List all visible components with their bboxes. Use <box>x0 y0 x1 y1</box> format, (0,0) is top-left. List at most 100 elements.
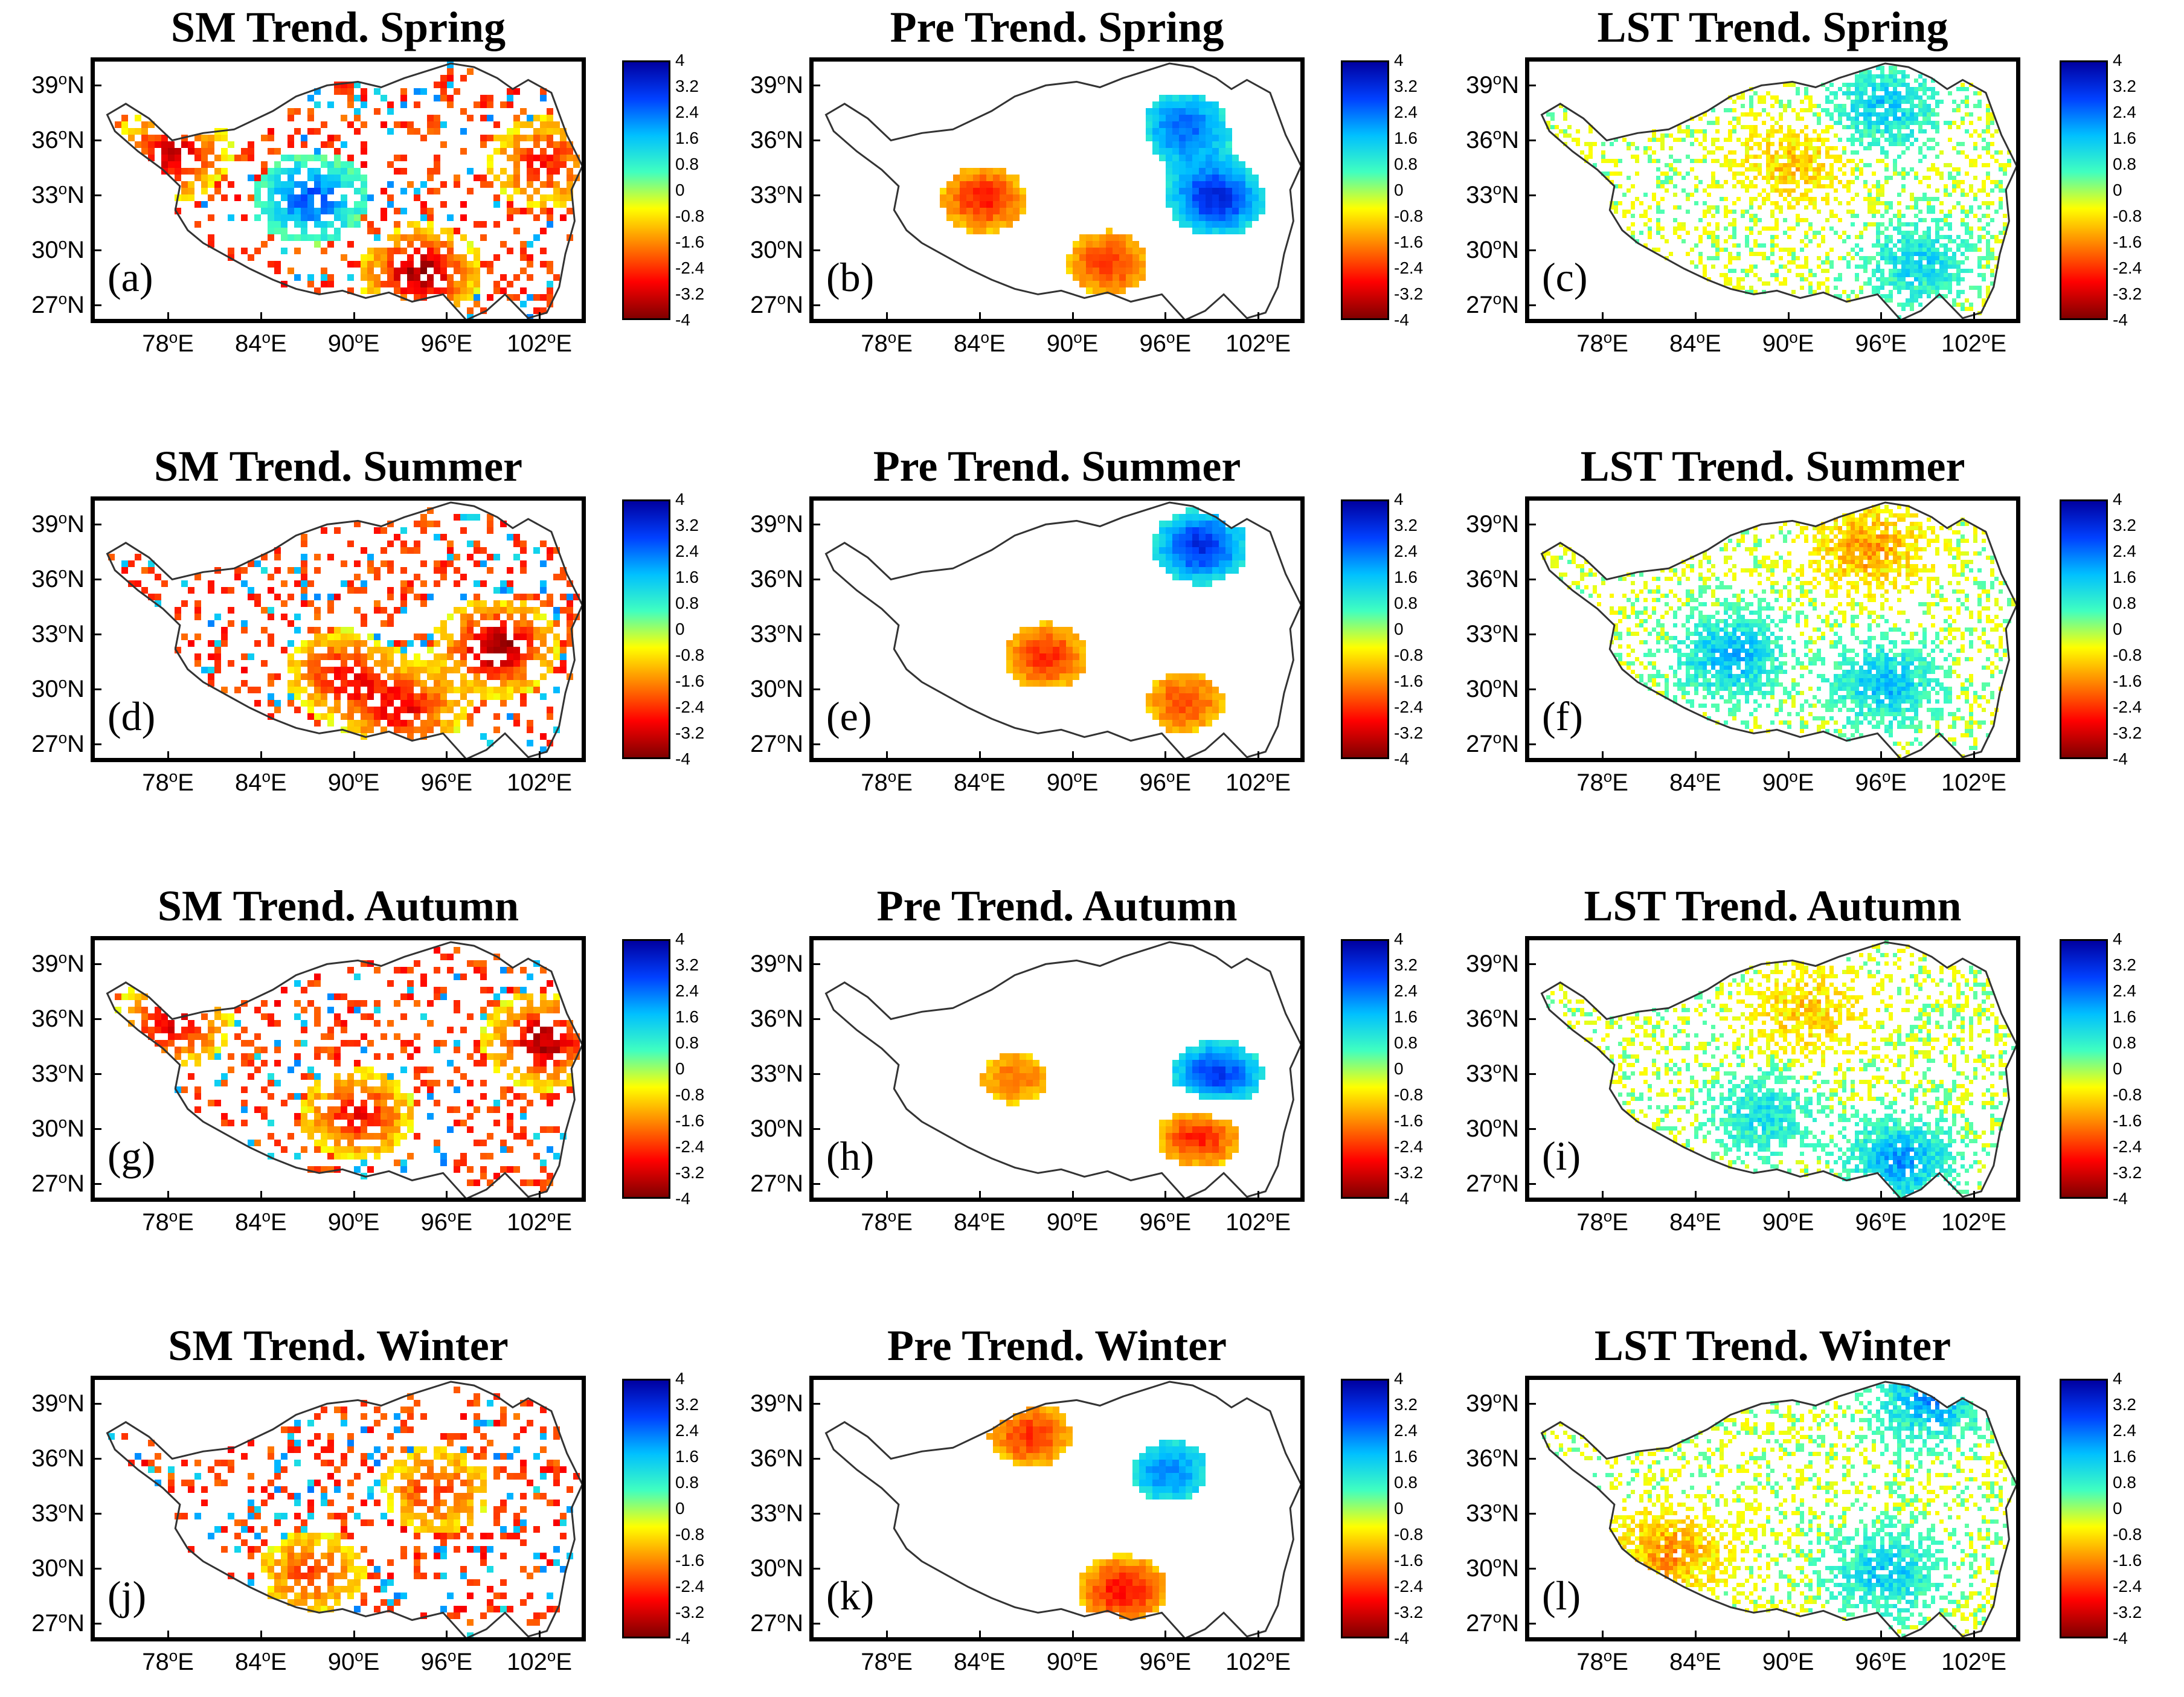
trend-pixel <box>1821 543 1825 547</box>
trend-pixel <box>367 194 374 201</box>
trend-pixel <box>381 281 387 287</box>
trend-pixel <box>440 241 447 248</box>
trend-pixel <box>1910 243 1914 248</box>
trend-pixel <box>1855 534 1859 539</box>
trend-pixel <box>1935 534 1939 539</box>
trend-pixel <box>1846 138 1851 142</box>
trend-pixel <box>367 720 374 727</box>
trend-pixel <box>327 175 334 181</box>
trend-pixel <box>1808 188 1813 193</box>
trend-pixel <box>1779 256 1783 260</box>
trend-pixel <box>294 214 301 221</box>
trend-pixel <box>341 634 347 640</box>
trend-pixel <box>1986 290 1990 294</box>
trend-pixel <box>493 121 500 128</box>
lon-tick-mark <box>1257 312 1260 319</box>
trend-pixel <box>1829 581 1834 585</box>
trend-pixel <box>314 680 321 687</box>
trend-pixel <box>507 294 513 301</box>
trend-pixel <box>1838 560 1842 564</box>
trend-pixel <box>1796 568 1800 573</box>
trend-pixel <box>567 600 573 607</box>
plateau-boundary <box>106 501 582 758</box>
trend-pixel <box>1232 208 1239 214</box>
trend-pixel <box>1851 551 1855 556</box>
trend-pixel <box>1868 121 1872 125</box>
colorbar-tick-label: -0.8 <box>1394 646 1424 664</box>
trend-pixel <box>1889 74 1893 79</box>
trend-pixel <box>1859 91 1863 95</box>
trend-pixel <box>188 141 194 148</box>
trend-pixel <box>1897 108 1901 112</box>
trend-pixel <box>1935 273 1939 277</box>
trend-pixel <box>1758 112 1762 117</box>
trend-pixel <box>1656 248 1660 252</box>
trend-pixel <box>460 287 467 294</box>
trend-pixel <box>1694 184 1698 188</box>
lon-tick-mark <box>260 751 262 759</box>
trend-pixel <box>321 201 327 208</box>
trend-pixel <box>1643 150 1648 155</box>
trend-pixel <box>1884 547 1889 551</box>
trend-pixel <box>287 620 294 627</box>
trend-pixel <box>1192 141 1199 148</box>
trend-pixel <box>1020 634 1026 640</box>
trend-pixel <box>1066 634 1073 640</box>
trend-pixel <box>1166 560 1172 567</box>
trend-pixel <box>1927 273 1931 277</box>
trend-pixel <box>194 607 201 614</box>
trend-pixel <box>1880 83 1884 87</box>
trend-pixel <box>1838 104 1842 108</box>
trend-pixel <box>1652 159 1656 163</box>
trend-pixel <box>281 600 287 607</box>
trend-pixel <box>361 614 367 620</box>
trend-pixel <box>1982 180 1986 184</box>
trend-pixel <box>493 194 500 201</box>
trend-pixel <box>1863 551 1868 556</box>
trend-pixel <box>493 713 500 720</box>
trend-pixel <box>454 727 460 733</box>
trend-pixel <box>1245 168 1252 175</box>
trend-pixel <box>1965 560 1969 564</box>
trend-pixel <box>367 727 374 733</box>
trend-pixel <box>1206 720 1212 727</box>
trend-pixel <box>1762 150 1766 155</box>
lat-tick-label: 39oN <box>750 508 803 537</box>
trend-pixel <box>1660 568 1665 573</box>
trend-pixel <box>980 181 986 188</box>
trend-pixel <box>447 214 454 221</box>
trend-pixel <box>1927 239 1931 243</box>
trend-pixel <box>1944 543 1948 547</box>
trend-pixel <box>135 128 141 135</box>
trend-pixel <box>1910 513 1914 518</box>
trend-pixel <box>1884 83 1889 87</box>
trend-pixel <box>1126 261 1132 268</box>
trend-pixel <box>1931 163 1935 167</box>
trend-pixel <box>1796 155 1800 159</box>
trend-pixel <box>327 640 334 647</box>
trend-pixel <box>1753 265 1758 269</box>
trend-pixel <box>287 234 294 241</box>
trend-pixel <box>1855 265 1859 269</box>
trend-pixel <box>321 281 327 287</box>
trend-pixel <box>1880 79 1884 83</box>
trend-pixel <box>1859 539 1863 543</box>
trend-pixel <box>1880 243 1884 248</box>
trend-pixel <box>274 673 281 680</box>
trend-pixel <box>447 75 454 82</box>
trend-pixel <box>1876 573 1880 577</box>
lon-tick-mark <box>978 312 981 319</box>
trend-pixel <box>381 647 387 653</box>
trend-pixel <box>1922 243 1927 248</box>
trend-pixel <box>394 667 400 673</box>
trend-pixel <box>334 527 341 534</box>
trend-pixel <box>1876 560 1880 564</box>
trend-pixel <box>334 673 341 680</box>
trend-pixel <box>1192 221 1199 228</box>
trend-pixel <box>1186 567 1192 574</box>
trend-pixel <box>294 155 301 161</box>
trend-pixel <box>1893 543 1897 547</box>
trend-pixel <box>1186 121 1192 128</box>
trend-pixel <box>1965 256 1969 260</box>
trend-pixel <box>1969 226 1973 231</box>
